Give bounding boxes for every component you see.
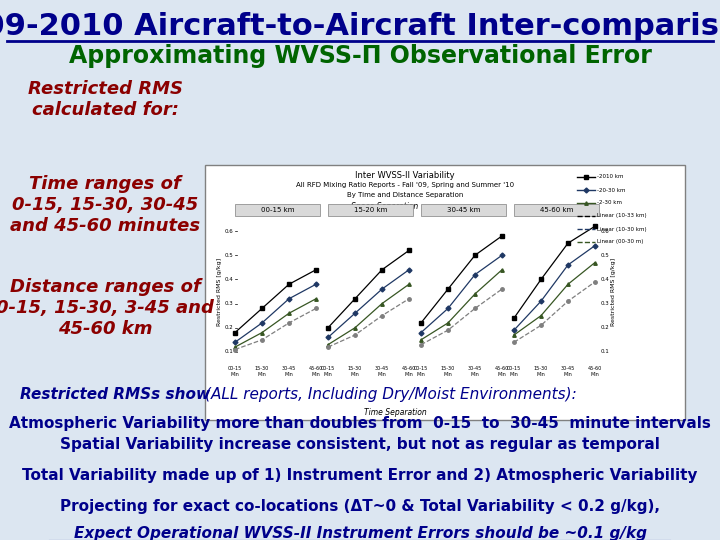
Text: Restricted RMSs show: Restricted RMSs show <box>20 387 210 402</box>
Text: Expect Operational WVSS-II Instrument Errors should be ~0.1 g/kg: Expect Operational WVSS-II Instrument Er… <box>73 526 647 540</box>
Text: Approximating WVSS-Π Observational Error: Approximating WVSS-Π Observational Error <box>68 44 652 68</box>
Text: -2010 km: -2010 km <box>597 174 624 179</box>
Text: All RFD Mixing Ratio Reports - Fall '09, Spring and Summer '10: All RFD Mixing Ratio Reports - Fall '09,… <box>296 182 514 188</box>
Text: 45-60
Min: 45-60 Min <box>588 366 602 377</box>
FancyBboxPatch shape <box>235 204 320 216</box>
Text: 00-15
Min: 00-15 Min <box>321 366 335 377</box>
Text: 0.6: 0.6 <box>601 228 610 234</box>
Text: 45-60
Min: 45-60 Min <box>495 366 509 377</box>
Text: Linear (10-33 km): Linear (10-33 km) <box>597 213 647 219</box>
Text: 30-45
Min: 30-45 Min <box>375 366 389 377</box>
Text: Projecting for exact co-locations (ΔT~0 & Total Variability < 0.2 g/kg),: Projecting for exact co-locations (ΔT~0 … <box>60 499 660 514</box>
Text: 00-15
Min: 00-15 Min <box>507 366 521 377</box>
Text: Space Separation: Space Separation <box>351 202 418 211</box>
Text: Inter WVSS-II Variability: Inter WVSS-II Variability <box>355 171 455 180</box>
Text: 30-45
Min: 30-45 Min <box>468 366 482 377</box>
Text: Time ranges of
0-15, 15-30, 30-45
and 45-60 minutes: Time ranges of 0-15, 15-30, 30-45 and 45… <box>10 175 200 234</box>
Text: 0.3: 0.3 <box>224 301 233 306</box>
Text: Linear (00-30 m): Linear (00-30 m) <box>597 240 644 245</box>
Text: 15-30
Min: 15-30 Min <box>348 366 362 377</box>
Text: 0.5: 0.5 <box>601 253 610 258</box>
Text: Restricted RMS
calculated for:: Restricted RMS calculated for: <box>27 80 182 119</box>
FancyBboxPatch shape <box>421 204 506 216</box>
FancyBboxPatch shape <box>328 204 413 216</box>
Text: 15-30
Min: 15-30 Min <box>255 366 269 377</box>
Text: 30-45
Min: 30-45 Min <box>561 366 575 377</box>
Text: Total Variability made up of 1) Instrument Error and 2) Atmospheric Variability: Total Variability made up of 1) Instrume… <box>22 468 698 483</box>
Text: 2009-2010 Aircraft-to-Aircraft Inter-comparisons: 2009-2010 Aircraft-to-Aircraft Inter-com… <box>0 12 720 41</box>
Text: 0.4: 0.4 <box>601 277 610 282</box>
Text: 00-15 km: 00-15 km <box>261 207 294 213</box>
Text: 45-60
Min: 45-60 Min <box>402 366 416 377</box>
Text: Spatial Variability increase consistent, but not as regular as temporal: Spatial Variability increase consistent,… <box>60 437 660 452</box>
Text: Restricted RMS [g/kg]: Restricted RMS [g/kg] <box>217 258 222 326</box>
Text: -2-30 km: -2-30 km <box>597 200 622 206</box>
Text: 15-30
Min: 15-30 Min <box>441 366 455 377</box>
Text: Restricted RMS [g/kg]: Restricted RMS [g/kg] <box>611 258 616 326</box>
Text: 0.4: 0.4 <box>224 277 233 282</box>
Text: 0.2: 0.2 <box>601 325 610 330</box>
Text: Linear (10-30 km): Linear (10-30 km) <box>597 226 647 232</box>
Text: Time Separation: Time Separation <box>364 408 426 417</box>
Text: -20-30 km: -20-30 km <box>597 187 626 192</box>
Text: Distance ranges of
0-15, 15-30, 3-45 and
45-60 km: Distance ranges of 0-15, 15-30, 3-45 and… <box>0 278 214 338</box>
Text: (ALL reports, Including Dry/Moist Environments):: (ALL reports, Including Dry/Moist Enviro… <box>205 387 577 402</box>
Text: 30-45 km: 30-45 km <box>447 207 480 213</box>
Text: 0.1: 0.1 <box>601 349 610 354</box>
Text: 0.1: 0.1 <box>224 349 233 354</box>
Text: 30-45
Min: 30-45 Min <box>282 366 296 377</box>
FancyBboxPatch shape <box>514 204 599 216</box>
FancyBboxPatch shape <box>205 165 685 420</box>
Text: 00-15
Min: 00-15 Min <box>228 366 242 377</box>
Text: Atmospheric Variability more than doubles from  0-15  to  30-45  minute interval: Atmospheric Variability more than double… <box>9 416 711 431</box>
Text: 0.2: 0.2 <box>224 325 233 330</box>
Text: 45-60 km: 45-60 km <box>540 207 573 213</box>
Text: 15-30
Min: 15-30 Min <box>534 366 548 377</box>
Text: 0.3: 0.3 <box>601 301 610 306</box>
Text: By Time and Distance Separation: By Time and Distance Separation <box>347 192 463 198</box>
Text: 0.6: 0.6 <box>224 228 233 234</box>
Text: 0.5: 0.5 <box>224 253 233 258</box>
Text: 15-20 km: 15-20 km <box>354 207 387 213</box>
Text: 45-60
Min: 45-60 Min <box>309 366 323 377</box>
Text: 00-15
Min: 00-15 Min <box>414 366 428 377</box>
